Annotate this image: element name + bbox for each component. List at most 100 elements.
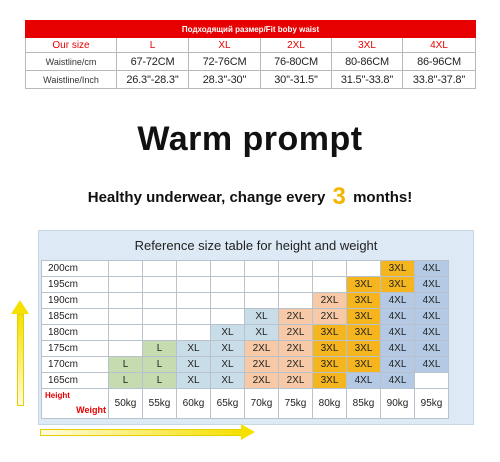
size-grid-cell: 3XL: [312, 340, 347, 357]
size-grid-cell: 4XL: [414, 260, 449, 277]
height-label: 190cm: [41, 292, 109, 309]
weight-label: 60kg: [176, 388, 211, 419]
waist-inch-row: Waistline/Inch 26.3''-28.3'' 28.3''-30''…: [25, 70, 477, 89]
prompt-text-after: months!: [353, 189, 413, 206]
size-grid-cell: 4XL: [380, 372, 415, 389]
size-grid-cell: XL: [210, 372, 245, 389]
size-grid-cell: 2XL: [312, 308, 347, 325]
height-label: 200cm: [41, 260, 109, 277]
size-cell: XL: [188, 37, 261, 53]
size-grid-cell: [142, 292, 177, 309]
prompt-text-before: Healthy underwear, change every: [87, 189, 326, 206]
size-grid-cell: 4XL: [414, 276, 449, 293]
size-grid-cell: [210, 308, 245, 325]
reference-grid: 200cm 3XL 4XL 195cm 3XL 3XL 4XL 190cm 2XL 3XL 4XL 4…: [41, 260, 449, 419]
size-grid-cell: 3XL: [380, 260, 415, 277]
size-grid-cell: 2XL: [278, 324, 313, 341]
size-grid-cell: 4XL: [414, 308, 449, 325]
height-row: 165cm L L XL XL 2XL 2XL 3XL 4XL 4XL: [41, 372, 449, 389]
height-row: 190cm 2XL 3XL 4XL 4XL: [41, 292, 449, 309]
size-grid-cell: 4XL: [346, 372, 381, 389]
size-grid-cell: 2XL: [278, 372, 313, 389]
waist-inch-label: Waistline/Inch: [25, 70, 117, 89]
size-grid-cell: [210, 260, 245, 277]
size-grid-cell: XL: [244, 308, 279, 325]
reference-size-chart: Reference size table for height and weig…: [38, 230, 474, 425]
height-label: 195cm: [41, 276, 109, 293]
size-grid-cell: [108, 260, 143, 277]
height-row: 185cm XL 2XL 2XL 3XL 4XL 4XL: [41, 308, 449, 325]
weight-axis-label: Weight: [76, 405, 106, 415]
weight-label: 50kg: [108, 388, 143, 419]
size-grid-cell: L: [108, 372, 143, 389]
height-label: 180cm: [41, 324, 109, 341]
size-grid-cell: 3XL: [346, 340, 381, 357]
size-grid-cell: 2XL: [244, 356, 279, 373]
waist-cm-row: Waistline/cm 67-72CM 72-76CM 76-80CM 80-…: [25, 52, 477, 71]
waist-table-header: Подходящий размер/Fit boby waist: [24, 20, 477, 38]
size-grid-cell: [108, 292, 143, 309]
size-grid-cell: 4XL: [414, 340, 449, 357]
size-grid-cell: 2XL: [244, 372, 279, 389]
size-grid-cell: [142, 276, 177, 293]
waist-cm-label: Waistline/cm: [25, 52, 117, 71]
weight-label: 85kg: [346, 388, 381, 419]
size-grid-cell: [176, 276, 211, 293]
size-grid-cell: [244, 260, 279, 277]
size-grid-cell: L: [108, 356, 143, 373]
size-cell: 4XL: [401, 37, 477, 53]
waist-cm-cell: 80-86CM: [331, 52, 403, 71]
size-grid-cell: XL: [210, 356, 245, 373]
arrow-up-icon: [11, 300, 29, 406]
size-grid-cell: [210, 292, 245, 309]
size-grid-cell: 3XL: [312, 324, 347, 341]
height-label: 185cm: [41, 308, 109, 325]
weight-label: 70kg: [244, 388, 279, 419]
size-grid-cell: [142, 308, 177, 325]
size-grid-cell: XL: [210, 340, 245, 357]
height-row: 195cm 3XL 3XL 4XL: [41, 276, 449, 293]
size-grid-cell: L: [142, 372, 177, 389]
size-grid-cell: 3XL: [346, 356, 381, 373]
size-grid-cell: [108, 340, 143, 357]
size-grid-cell: 3XL: [346, 292, 381, 309]
warm-prompt-line: Healthy underwear, change every 3 months…: [0, 183, 500, 211]
size-grid-cell: 3XL: [380, 276, 415, 293]
our-size-label: Our size: [25, 37, 117, 53]
size-grid-cell: [312, 260, 347, 277]
size-grid-cell: 2XL: [244, 340, 279, 357]
weight-label: 90kg: [380, 388, 415, 419]
size-grid-cell: 3XL: [346, 276, 381, 293]
height-row: 170cm L L XL XL 2XL 2XL 3XL 3XL 4XL 4XL: [41, 356, 449, 373]
size-grid-cell: XL: [176, 372, 211, 389]
size-grid-cell: [244, 292, 279, 309]
size-grid-cell: XL: [210, 324, 245, 341]
waist-inch-cell: 26.3''-28.3'': [116, 70, 189, 89]
our-size-row: Our size L XL 2XL 3XL 4XL: [25, 37, 477, 53]
weight-label: 55kg: [142, 388, 177, 419]
size-grid-cell: 3XL: [312, 356, 347, 373]
size-grid-cell: XL: [176, 356, 211, 373]
size-grid-cell: [142, 324, 177, 341]
height-label: 165cm: [41, 372, 109, 389]
height-axis-label: Height: [45, 391, 70, 400]
weight-label: 65kg: [210, 388, 245, 419]
warm-prompt-title: Warm prompt: [137, 120, 363, 158]
arrow-right-icon: [40, 424, 255, 440]
waist-inch-cell: 28.3''-30'': [188, 70, 261, 89]
size-grid-cell: [278, 260, 313, 277]
size-grid-cell: 2XL: [278, 356, 313, 373]
size-grid-cell: [176, 260, 211, 277]
size-grid-cell: [278, 276, 313, 293]
size-grid-cell: XL: [176, 340, 211, 357]
height-label: 175cm: [41, 340, 109, 357]
size-grid-cell: [108, 276, 143, 293]
waist-cm-cell: 67-72CM: [116, 52, 189, 71]
size-grid-cell: 3XL: [346, 308, 381, 325]
size-grid-cell: 3XL: [346, 324, 381, 341]
size-grid-cell: 4XL: [414, 324, 449, 341]
size-grid-cell: 3XL: [312, 372, 347, 389]
size-grid-cell: 4XL: [380, 324, 415, 341]
size-grid-cell: 2XL: [278, 340, 313, 357]
size-grid-cell: 4XL: [380, 308, 415, 325]
